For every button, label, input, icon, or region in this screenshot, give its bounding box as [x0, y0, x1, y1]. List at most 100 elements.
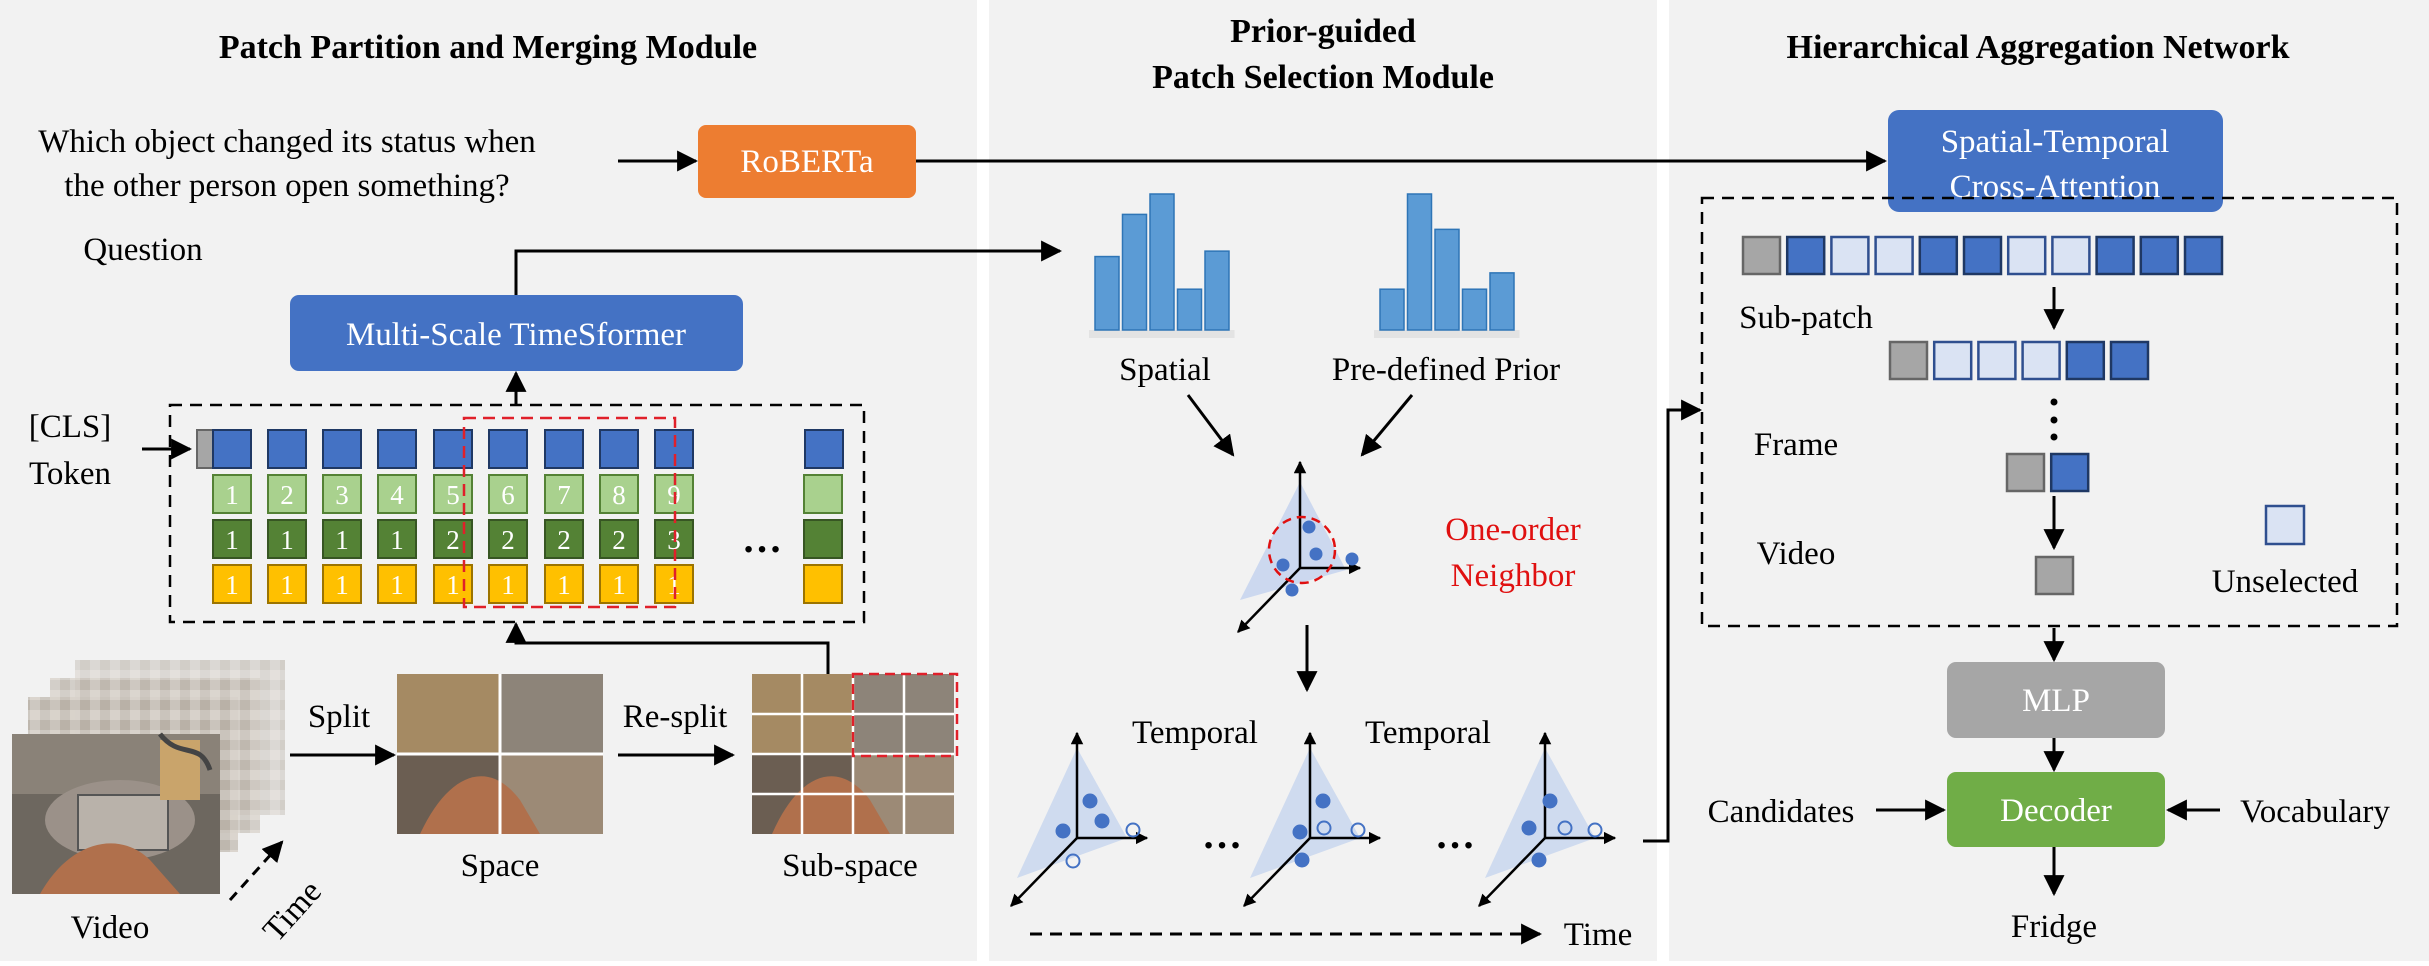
- prior-histogram-bar: [1379, 288, 1405, 331]
- merge-token-number: 2: [501, 525, 515, 555]
- prior-histogram-bar: [1406, 193, 1433, 331]
- hierarchy-token-dark: [2109, 340, 2150, 381]
- subspace-label: Sub-space: [782, 848, 918, 884]
- vertical-ellipsis: [2050, 398, 2058, 441]
- video-frame-stack: [12, 660, 285, 894]
- merge-token-number: 1: [280, 525, 294, 555]
- merge-token-number: 4: [390, 480, 404, 510]
- token-ellipsis: …: [742, 516, 782, 561]
- merge-token-number: 1: [335, 525, 349, 555]
- merge-token-number: 2: [446, 525, 460, 555]
- subspace-highlight-box: [851, 672, 959, 758]
- spatial-histogram-bar: [1176, 288, 1203, 331]
- neighbor-label-line1: One-order: [1445, 512, 1581, 548]
- spatial-histogram-bar: [1149, 193, 1175, 331]
- merge-token-light: [267, 474, 307, 514]
- unselected-point: [1587, 822, 1603, 838]
- unselected-label: Unselected: [2212, 564, 2359, 600]
- unselected-point: [1125, 822, 1141, 838]
- unselected-legend-square: [2264, 504, 2306, 546]
- merge-token-light: [433, 474, 473, 514]
- timesformer-box: [290, 295, 743, 371]
- question-text-line1: Which object changed its status when: [38, 124, 536, 160]
- hierarchy-token-gray: [1888, 340, 1929, 381]
- merge-token-number: 2: [612, 525, 626, 555]
- hierarchy-token-dark: [2139, 235, 2180, 276]
- merge-token-yellow: [267, 564, 307, 604]
- space-image: [397, 674, 603, 834]
- crossattn-box: [1888, 110, 2223, 212]
- left-panel-title: Patch Partition and Merging Module: [219, 29, 757, 66]
- merge-token-mid: [599, 519, 639, 559]
- merge-token-number: 1: [280, 570, 294, 600]
- prior-histogram-bar: [1461, 288, 1488, 331]
- merge-token-number: 7: [557, 480, 571, 510]
- crossattn-label-line1: Spatial-Temporal: [1941, 124, 2170, 160]
- merge-token-number: 1: [225, 570, 239, 600]
- temporal-label-2: Temporal: [1365, 715, 1491, 751]
- hierarchy-token-dark: [2065, 340, 2106, 381]
- selected-point: [1315, 793, 1331, 809]
- roberta-label: RoBERTa: [740, 144, 874, 180]
- unselected-point: [1316, 820, 1332, 836]
- roberta-box: [698, 125, 916, 198]
- selected-point: [1082, 793, 1098, 809]
- hierarchy-token-gray: [1741, 235, 1782, 276]
- merge-token-number: 2: [557, 525, 571, 555]
- hierarchy-token-dark: [1918, 235, 1959, 276]
- merge-token-mid: [212, 519, 252, 559]
- hierarchy-token-light: [2021, 340, 2061, 381]
- decoder-label: Decoder: [2000, 793, 2112, 829]
- selected-point: [1521, 820, 1537, 836]
- selected-point: [1292, 824, 1308, 840]
- hierarchy-token-gray: [2005, 452, 2046, 493]
- merge-token-mid: [377, 519, 417, 559]
- spatial-histogram-bar: [1094, 255, 1120, 331]
- middle-panel-title-line2: Patch Selection Module: [1152, 59, 1494, 96]
- merge-token-mid: [322, 519, 362, 559]
- hierarchy-token-dark: [1962, 235, 2003, 276]
- merge-token-number: 8: [612, 480, 626, 510]
- question-label: Question: [83, 232, 202, 268]
- merge-token-light: [377, 474, 417, 514]
- decoder-box: [1947, 772, 2165, 847]
- temporal-axes: [1243, 731, 1382, 907]
- frame-label: Frame: [1754, 427, 1838, 463]
- question-text-line2: the other person open something?: [64, 168, 509, 204]
- merge-token-last: [803, 474, 843, 514]
- merge-highlight-box: [462, 416, 677, 609]
- resplit-label: Re-split: [623, 699, 728, 735]
- neighbor-highlight-circle: [1267, 515, 1337, 585]
- middle-panel-title-line1: Prior-guided: [1230, 13, 1416, 50]
- patch-token: [433, 429, 473, 469]
- patch-token: [212, 429, 252, 469]
- merge-token-yellow: [599, 564, 639, 604]
- merge-token-number: 1: [612, 570, 626, 600]
- merge-token-number: 1: [390, 570, 404, 600]
- cls-label-line2: Token: [29, 456, 111, 492]
- merge-token-number: 1: [225, 525, 239, 555]
- hierarchy-box: [1700, 196, 2399, 628]
- token-grid: 1 2 3 4 5 6 7 8 91 1 1 1 2 2 2 2 31 1 1 1 1 1 1 1 1: [196, 429, 844, 604]
- temporal-axes: [1010, 731, 1149, 907]
- hierarchy-token-dark: [2183, 235, 2224, 276]
- merge-token-last: [803, 519, 843, 559]
- spatial-to-neighbor-arrow: [1186, 394, 1235, 457]
- prior-label: Pre-defined Prior: [1332, 352, 1560, 388]
- temporal-label-1: Temporal: [1132, 715, 1258, 751]
- patch-token: [322, 429, 362, 469]
- merge-token-mid: [267, 519, 307, 559]
- merge-token-number: 1: [390, 525, 404, 555]
- spatial-histogram-bar: [1121, 213, 1148, 331]
- merge-token-number: 5: [446, 480, 460, 510]
- merge-token-number: 1: [446, 570, 460, 600]
- prior-to-neighbor-arrow: [1360, 394, 1414, 457]
- selection-to-hierarchy-arrow: [1643, 399, 1703, 843]
- merge-token-number: 1: [225, 480, 239, 510]
- merge-token-mid: [433, 519, 473, 559]
- hierarchy-token-dark: [2095, 235, 2135, 276]
- mlp-label: MLP: [2022, 683, 2090, 719]
- merge-token-number: 1: [557, 570, 571, 600]
- merge-token-number: 2: [280, 480, 294, 510]
- hierarchy-video-label: Video: [1757, 536, 1836, 572]
